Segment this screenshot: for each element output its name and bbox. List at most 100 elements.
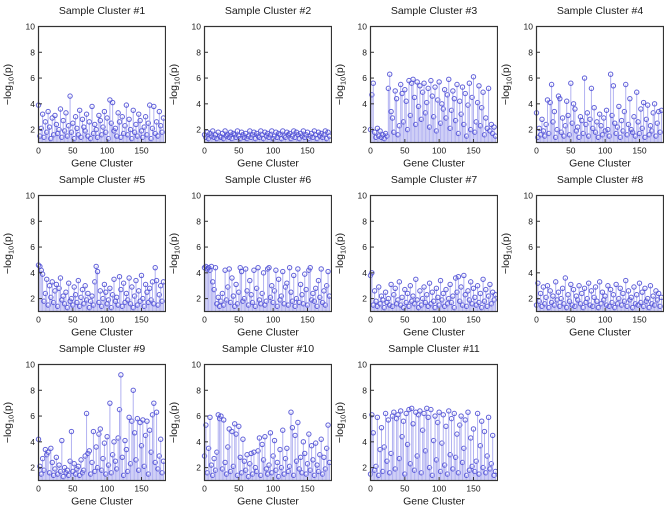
- stem-marker: [211, 134, 217, 141]
- stem-marker: [636, 280, 643, 286]
- stem-marker: [100, 295, 106, 302]
- stem-marker: [140, 134, 146, 141]
- stem-marker: [203, 134, 209, 141]
- stem-marker: [103, 289, 109, 295]
- stem-marker: [103, 471, 109, 477]
- stem-marker: [141, 463, 147, 470]
- stem-marker: [109, 292, 116, 298]
- stem-marker: [414, 453, 420, 459]
- stem-marker: [68, 129, 75, 135]
- stem-marker: [472, 294, 478, 301]
- subplot-cell-11: Sample Cluster #11 2 4 6 8 10 0 50 100 150 Gene Cl…: [332, 338, 499, 508]
- stem-marker: [156, 453, 163, 459]
- stem-marker: [392, 88, 398, 94]
- stem-marker: [114, 294, 120, 301]
- y-tick-label: 4: [196, 437, 201, 447]
- x-axis-label: Gene Cluster: [403, 327, 465, 339]
- stem-marker: [293, 458, 300, 464]
- stem-marker: [417, 288, 423, 294]
- stem-marker: [219, 466, 226, 472]
- stem-marker: [422, 110, 429, 116]
- axis-box: [203, 363, 333, 482]
- x-tick-label: 50: [566, 146, 576, 156]
- stem-marker: [280, 268, 286, 275]
- stem-marker: [598, 123, 604, 129]
- stem-marker: [468, 126, 474, 133]
- stem-marker: [120, 280, 127, 286]
- stem-marker: [568, 80, 574, 86]
- y-tick-label: 10: [358, 360, 368, 370]
- stem-marker: [242, 266, 249, 272]
- stem-marker: [156, 108, 163, 115]
- stem-marker: [207, 414, 213, 421]
- stem-marker: [306, 431, 312, 437]
- stem-marker: [441, 86, 448, 93]
- stem-marker: [473, 119, 479, 125]
- y-tick-label: 8: [362, 385, 367, 395]
- stem-marker: [392, 285, 398, 292]
- stem-marker: [602, 293, 608, 299]
- stem-marker: [654, 297, 661, 303]
- stem-marker: [613, 130, 619, 137]
- stem-marker: [152, 264, 158, 271]
- axis-box: [37, 25, 167, 144]
- stem-marker: [286, 463, 293, 470]
- stem-marker: [252, 303, 259, 310]
- stem-marker: [134, 415, 141, 422]
- x-tick-label: 150: [466, 484, 480, 494]
- stem-marker: [450, 466, 456, 472]
- stem-marker: [645, 295, 651, 302]
- stem-marker: [458, 111, 464, 117]
- stem-marker: [433, 457, 440, 463]
- stem-marker: [307, 133, 313, 139]
- y-tick-label: 2: [196, 463, 201, 473]
- stem-marker: [382, 130, 389, 137]
- stem-marker: [205, 264, 212, 271]
- stem-marker: [433, 285, 440, 292]
- stem-marker: [227, 468, 234, 475]
- stem-series: [367, 405, 499, 481]
- stem-marker: [590, 125, 596, 132]
- stem-marker: [85, 290, 91, 297]
- stem-marker: [151, 103, 157, 110]
- stem-marker: [144, 418, 150, 424]
- y-tick-label: 2: [196, 294, 201, 304]
- stem-marker: [655, 290, 662, 297]
- stem-marker: [292, 432, 298, 439]
- stem-marker: [211, 286, 217, 293]
- y-tick-label: 2: [528, 294, 533, 304]
- stem-marker: [429, 93, 435, 99]
- stem-marker: [96, 112, 102, 119]
- stem-marker: [654, 120, 661, 126]
- stem-marker: [219, 290, 226, 297]
- stem-marker: [159, 470, 165, 476]
- stem-marker: [281, 471, 287, 477]
- stem-marker: [285, 302, 291, 308]
- stem-marker: [387, 71, 393, 77]
- stem-marker: [474, 99, 481, 106]
- stem-marker: [45, 302, 51, 308]
- stem-marker: [289, 298, 296, 304]
- stem-marker: [457, 98, 463, 104]
- stem-marker: [476, 299, 482, 306]
- stem-marker: [603, 107, 610, 113]
- stem-marker: [410, 421, 416, 427]
- stem-marker: [304, 461, 311, 467]
- stem-marker: [96, 299, 102, 306]
- stem-marker: [391, 129, 397, 135]
- stem-marker: [651, 302, 658, 308]
- stem-marker: [413, 276, 419, 282]
- y-tick-label: 10: [26, 360, 36, 370]
- subplot-title: Sample Cluster #7: [391, 174, 478, 186]
- stem-marker: [94, 268, 101, 275]
- stem-marker: [214, 449, 220, 455]
- stem-marker: [299, 292, 305, 298]
- stem-marker: [55, 303, 61, 310]
- stem-marker: [133, 121, 139, 128]
- stem-marker: [437, 277, 444, 284]
- subplot-title: Sample Cluster #1: [59, 5, 146, 17]
- stem-marker: [71, 135, 77, 142]
- stem-marker: [399, 433, 405, 440]
